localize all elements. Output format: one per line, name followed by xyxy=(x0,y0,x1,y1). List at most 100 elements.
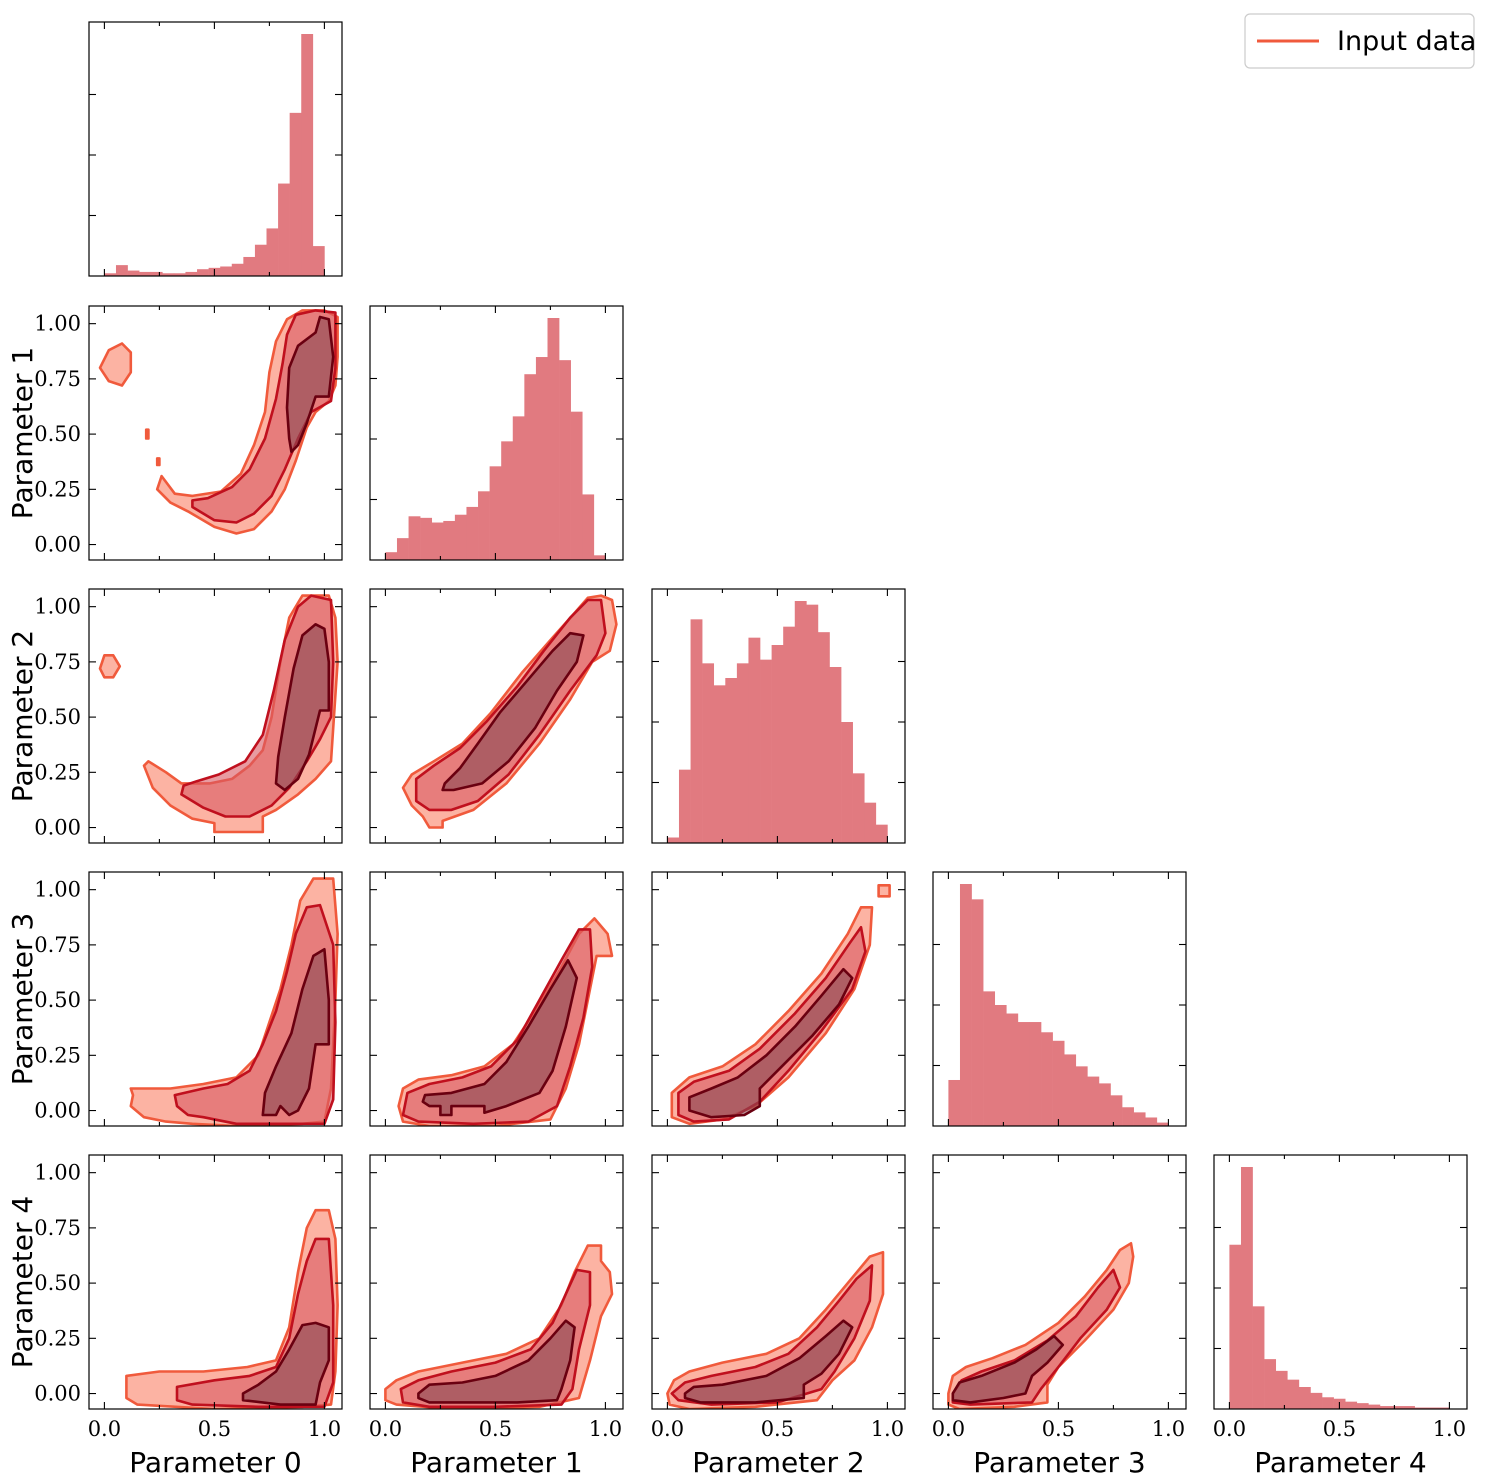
y-tick-label: 0.50 xyxy=(34,705,81,729)
hist-bar-p0-2 xyxy=(127,270,140,276)
axes-border xyxy=(651,1154,906,1410)
x-tick-label: 1.0 xyxy=(308,1417,341,1441)
x-axis-label-parameter-4: Parameter 4 xyxy=(1254,1446,1426,1478)
y-tick-label: 0.00 xyxy=(34,533,81,557)
axes-frame-0-2: 0.00 0.25 0.50 0.75 1.00 Parameter 2 xyxy=(6,588,343,844)
x-tick-label: 0.5 xyxy=(198,1417,231,1441)
x-axis-label-parameter-3: Parameter 3 xyxy=(973,1446,1145,1478)
legend-box xyxy=(1244,13,1475,69)
hist-bar-p0-11 xyxy=(231,263,244,276)
hist-bar-p2-6 xyxy=(736,663,749,843)
hist-bar-p0-17 xyxy=(301,34,314,276)
hist-bar-p2-15 xyxy=(841,722,853,843)
hist-bar-p3-5 xyxy=(1006,1013,1019,1126)
contour-panel-0-3 xyxy=(129,877,339,1126)
x-tick-label: 1.0 xyxy=(1433,1417,1466,1441)
hist-bar-p4-4 xyxy=(1275,1370,1288,1409)
y-axis-label-parameter-3: Parameter 3 xyxy=(6,913,39,1085)
hist-bar-p1-3 xyxy=(420,517,433,560)
contour-panel-0-2 xyxy=(98,594,339,834)
axes-border xyxy=(369,305,624,561)
hist-bar-p0-5 xyxy=(162,273,175,276)
hist-bar-p3-15 xyxy=(1122,1107,1134,1126)
hist-bar-p1-10 xyxy=(501,441,514,560)
y-tick-label: 0.00 xyxy=(34,816,81,840)
y-tick-label: 0.75 xyxy=(34,367,81,391)
hist-bar-p4-0 xyxy=(1229,1244,1242,1409)
hist-bar-p4-8 xyxy=(1322,1397,1334,1409)
hist-bar-p1-13 xyxy=(535,357,548,560)
hist-bar-p2-7 xyxy=(748,637,761,843)
y-tick-label: 0.25 xyxy=(34,760,81,784)
hist-bar-p3-10 xyxy=(1064,1054,1077,1126)
x-tick-label: 1.0 xyxy=(1152,1417,1185,1441)
hist-bar-p1-7 xyxy=(466,506,479,560)
axes-border xyxy=(88,21,343,277)
y-axis-label-parameter-1: Parameter 1 xyxy=(6,347,39,519)
contour-outer-p0-p1-1 xyxy=(98,342,133,387)
axes-frame-4-4: 0.0 0.5 1.0 Parameter 4 xyxy=(1213,1154,1468,1478)
hist-bar-p1-6 xyxy=(454,514,467,560)
y-tick-label: 0.00 xyxy=(34,1382,81,1406)
hist-bar-p2-16 xyxy=(852,773,865,843)
y-tick-label: 0.75 xyxy=(34,933,81,957)
hist-bar-p2-10 xyxy=(783,626,796,843)
axes-frame-0-4: 0.00 0.25 0.50 0.75 1.00 Parameter 4 0.0 0.5 1.0… xyxy=(6,1154,343,1478)
axes-frame-1-3 xyxy=(369,871,624,1127)
hist-bar-p1-5 xyxy=(443,520,456,560)
hist-bar-p1-11 xyxy=(512,416,525,560)
hist-bar-p1-12 xyxy=(524,374,537,560)
hist-bar-p3-13 xyxy=(1098,1083,1111,1126)
hist-bar-p3-12 xyxy=(1087,1076,1100,1126)
hist-bar-p0-0 xyxy=(104,273,117,276)
hist-bar-p3-6 xyxy=(1017,1022,1030,1126)
hist-bar-p4-16 xyxy=(1414,1407,1427,1409)
hist-bar-p2-4 xyxy=(713,685,726,843)
histogram-panel-3 xyxy=(948,884,1169,1126)
hist-bar-p0-3 xyxy=(139,271,152,276)
hist-bar-p0-15 xyxy=(278,183,290,276)
hist-bar-p4-15 xyxy=(1403,1406,1415,1409)
hist-bar-p2-18 xyxy=(875,824,888,843)
y-tick-label: 0.75 xyxy=(34,650,81,674)
hist-bar-p2-11 xyxy=(794,601,807,843)
hist-bar-p1-2 xyxy=(408,516,421,560)
contour-outer-p0-p2-1 xyxy=(98,653,122,679)
hist-bar-p4-11 xyxy=(1356,1403,1369,1409)
contour-inner-p1-p2-0 xyxy=(441,631,585,792)
hist-bar-p4-13 xyxy=(1379,1406,1392,1409)
axes-frame-1-1 xyxy=(369,305,624,561)
hist-bar-p3-0 xyxy=(948,1079,961,1126)
hist-bar-p0-6 xyxy=(173,273,186,276)
x-tick-label: 0.0 xyxy=(369,1417,402,1441)
hist-bar-p2-9 xyxy=(771,645,784,843)
x-tick-label: 0.0 xyxy=(88,1417,121,1441)
hist-bar-p0-8 xyxy=(197,269,209,276)
hist-bar-p2-5 xyxy=(725,678,738,843)
y-tick-label: 0.50 xyxy=(34,1271,81,1295)
hist-bar-p2-1 xyxy=(678,769,691,843)
contour-inner-p1-p4-0 xyxy=(417,1319,576,1404)
contour-panel-2-4 xyxy=(666,1250,885,1409)
axes-border xyxy=(88,871,343,1127)
y-tick-label: 1.00 xyxy=(34,312,81,336)
hist-bar-p3-7 xyxy=(1029,1022,1042,1126)
axes-frame-0-0 xyxy=(88,21,343,277)
x-tick-label: 0.0 xyxy=(1213,1417,1246,1441)
y-tick-label: 1.00 xyxy=(34,1161,81,1185)
axes-border xyxy=(369,588,624,844)
contour-inner-p0-p3-0 xyxy=(261,947,331,1117)
contour-inner-p2-p4-0 xyxy=(683,1319,854,1404)
axes-frame-0-1: 0.00 0.25 0.50 0.75 1.00 Parameter 1 xyxy=(6,305,343,561)
hist-bar-p3-14 xyxy=(1110,1095,1123,1126)
axes-border xyxy=(651,871,906,1127)
hist-bar-p0-14 xyxy=(266,228,279,276)
contour-outer-p0-p1-2 xyxy=(144,428,150,440)
hist-bar-p1-4 xyxy=(431,522,444,560)
hist-bar-p0-16 xyxy=(289,112,302,276)
hist-bar-p4-17 xyxy=(1426,1407,1439,1409)
contour-inner-p1-p3-0 xyxy=(421,958,579,1117)
axes-border xyxy=(369,1154,624,1410)
histogram-panel-1 xyxy=(385,318,606,560)
x-tick-label: 1.0 xyxy=(871,1417,904,1441)
